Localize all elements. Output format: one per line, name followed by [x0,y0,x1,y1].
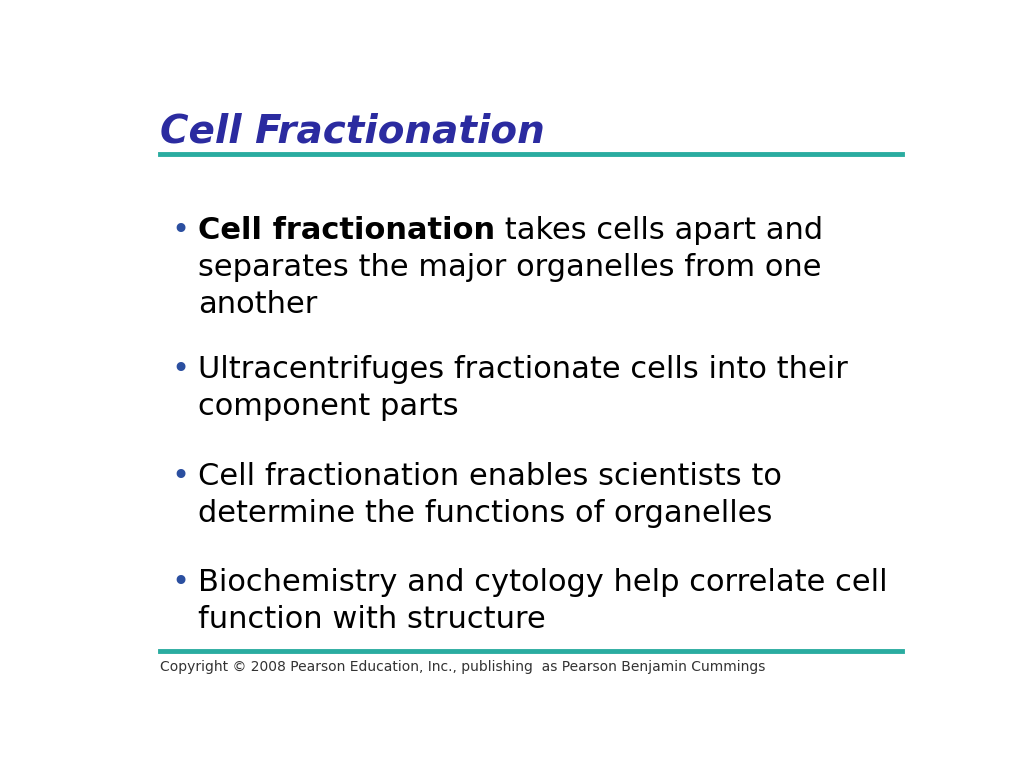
Text: •: • [172,462,189,491]
Text: •: • [172,217,189,245]
Text: Cell fractionation enables scientists to
determine the functions of organelles: Cell fractionation enables scientists to… [198,462,781,528]
Text: Ultracentrifuges fractionate cells into their
component parts: Ultracentrifuges fractionate cells into … [198,356,848,422]
Text: •: • [172,568,189,598]
Text: Biochemistry and cytology help correlate cell
function with structure: Biochemistry and cytology help correlate… [198,568,888,634]
Text: Cell Fractionation: Cell Fractionation [160,113,545,151]
Text: Copyright © 2008 Pearson Education, Inc., publishing  as Pearson Benjamin Cummin: Copyright © 2008 Pearson Education, Inc.… [160,660,765,674]
Text: •: • [172,356,189,384]
Text: separates the major organelles from one
another: separates the major organelles from one … [198,217,821,319]
Text: Cell fractionation: Cell fractionation [198,217,495,245]
Text: takes cells apart and: takes cells apart and [495,217,823,245]
